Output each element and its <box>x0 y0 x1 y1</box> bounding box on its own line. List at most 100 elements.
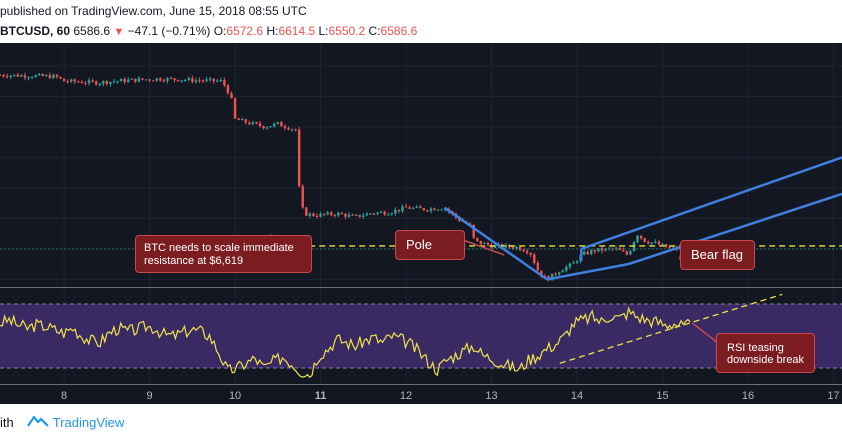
candle <box>34 74 37 78</box>
candle <box>159 77 162 82</box>
candle <box>557 271 561 276</box>
candle <box>301 184 304 209</box>
candle <box>376 211 379 216</box>
candle <box>529 252 532 258</box>
candle <box>144 79 148 81</box>
tradingview-logo-icon[interactable] <box>27 405 50 442</box>
high-label: H: <box>266 24 279 38</box>
candle <box>383 210 386 216</box>
annotation-pole-text: Pole <box>406 237 433 252</box>
candle <box>561 269 564 273</box>
candle <box>237 117 240 121</box>
candle <box>618 246 621 251</box>
candle <box>173 78 176 83</box>
annotation-rsi: RSI teasing downside break <box>716 333 815 373</box>
candle <box>273 122 276 128</box>
candle <box>2 73 5 78</box>
candle <box>223 77 226 88</box>
candle <box>141 78 144 81</box>
candle <box>333 213 337 218</box>
candle <box>433 207 436 211</box>
candle <box>351 213 354 216</box>
tradingview-brand[interactable]: TradingView <box>52 415 125 430</box>
candle <box>66 79 69 84</box>
candle <box>533 252 536 265</box>
candle <box>48 72 52 79</box>
published-text: published on TradingView.com, June 15, 2… <box>0 4 307 18</box>
flag-base-line[interactable] <box>546 262 629 281</box>
close-label: C: <box>368 24 381 38</box>
symbol-label[interactable]: BTCUSD, 60 <box>0 24 71 38</box>
candle <box>476 237 479 243</box>
candle <box>255 121 258 125</box>
candle <box>543 274 547 277</box>
candle <box>70 78 73 83</box>
candle <box>62 78 66 82</box>
candle <box>265 126 269 130</box>
published-line: published on TradingView.com, June 15, 2… <box>0 0 842 22</box>
candle <box>297 127 301 188</box>
channel-lower-line[interactable] <box>627 192 842 266</box>
candle <box>654 239 657 244</box>
candle <box>201 79 205 83</box>
candle <box>219 77 223 83</box>
candle <box>647 240 650 245</box>
symbol-info-bar: BTCUSD, 60 6586.6 ▼ −47.1 (−0.71%) O:657… <box>0 22 842 43</box>
candle <box>9 74 12 80</box>
candle <box>586 250 589 255</box>
pole-line[interactable] <box>443 206 548 281</box>
candle <box>205 76 208 83</box>
candle <box>415 205 418 209</box>
candle <box>344 213 347 220</box>
candle <box>486 241 490 247</box>
candle <box>600 245 604 254</box>
candle <box>226 84 230 95</box>
candle <box>639 235 643 241</box>
candle <box>650 242 654 246</box>
candle <box>625 250 629 256</box>
footer-bar: ith TradingView <box>0 404 842 442</box>
x-tick-label: 13 <box>485 390 497 402</box>
candle <box>16 72 20 78</box>
candle <box>52 73 55 79</box>
candle <box>308 211 312 219</box>
candle <box>105 80 109 86</box>
candle <box>176 79 180 82</box>
candle <box>269 126 272 128</box>
open-label: O: <box>213 24 227 38</box>
candle <box>319 211 322 218</box>
candle <box>123 77 126 84</box>
price-change: −47.1 (−0.71%) <box>127 24 211 38</box>
candle <box>55 73 59 79</box>
rsi-pane <box>0 293 842 379</box>
candle <box>479 240 483 246</box>
candle <box>184 78 187 82</box>
high-value: 6614.5 <box>278 24 316 38</box>
candle <box>312 212 315 217</box>
candle <box>362 212 365 220</box>
candle <box>87 77 91 86</box>
candle <box>216 78 219 83</box>
candle <box>525 248 529 255</box>
channel-upper-line[interactable] <box>580 156 842 251</box>
candle <box>127 77 130 83</box>
candle <box>294 128 297 132</box>
candle <box>590 249 593 256</box>
candle <box>387 212 390 216</box>
rsi-trendline[interactable] <box>559 293 783 364</box>
candle <box>230 91 233 99</box>
candle <box>330 211 333 217</box>
candle <box>429 207 433 214</box>
candle <box>248 120 251 126</box>
candle <box>151 79 155 82</box>
candle <box>180 80 183 83</box>
candle <box>119 78 123 82</box>
candle <box>45 74 48 77</box>
candle <box>162 78 166 83</box>
candle <box>27 76 30 81</box>
price-chart[interactable]: 8 9 10 11 12 13 14 15 16 17 <box>0 43 842 404</box>
x-tick-label: 15 <box>656 390 668 402</box>
candle <box>401 204 404 214</box>
x-tick-label: 12 <box>400 390 412 402</box>
candle <box>536 260 540 271</box>
